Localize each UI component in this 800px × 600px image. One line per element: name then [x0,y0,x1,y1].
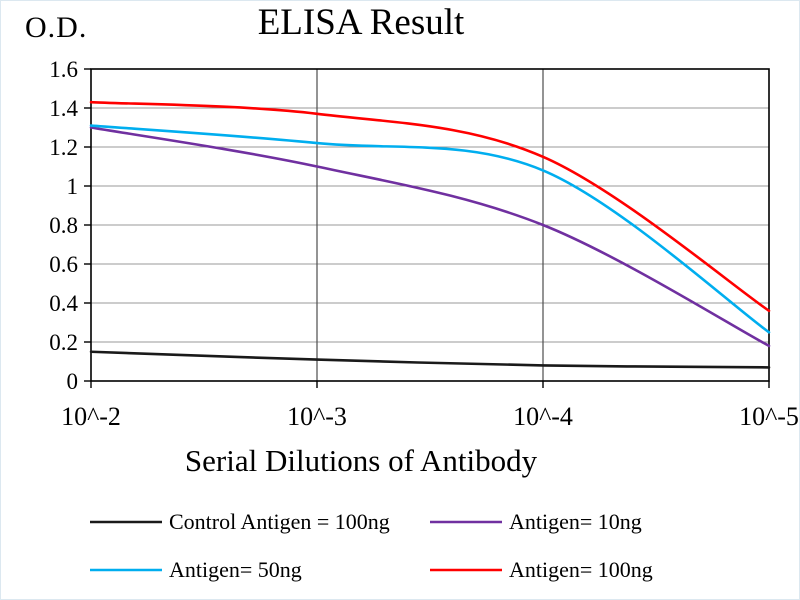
y-tick-label: 1.2 [49,135,78,160]
legend-line-swatch [430,520,502,524]
series-line-1 [89,126,771,348]
y-tick-label: 1 [67,174,79,199]
legend-line-swatch [430,568,502,572]
series-line-0 [89,350,771,369]
y-tick-label: 0.4 [49,291,78,316]
chart-legend: Control Antigen = 100ng Antigen= 10ng An… [89,509,779,583]
line-chart-plot: 0 0.2 0.4 0.6 0.8 1 1.2 1.4 1.6 10^-2 10^-3 10^-4 10… [49,57,799,431]
x-tick-label: 10^-5 [739,402,799,431]
legend-item-control-antigen: Control Antigen = 100ng [89,509,429,535]
x-tick-label: 10^-3 [287,402,347,431]
legend-label: Antigen= 10ng [509,509,642,534]
x-tick-label: 10^-4 [513,402,573,431]
y-tick-label: 0.6 [49,252,78,277]
legend-item-antigen-50ng: Antigen= 50ng [89,557,429,583]
legend-label: Control Antigen = 100ng [169,509,390,534]
y-tick-label: 0.8 [49,213,78,238]
y-tick-label: 1.4 [49,96,78,121]
legend-item-antigen-100ng: Antigen= 100ng [429,557,779,583]
x-axis-label: Serial Dilutions of Antibody [184,443,538,478]
chart-title: ELISA Result [257,2,465,43]
legend-line-swatch [90,520,162,524]
y-tick-label: 1.6 [49,57,78,82]
y-tick-label: 0 [67,369,79,394]
legend-line-swatch [90,568,162,572]
legend-label: Antigen= 100ng [509,557,653,582]
series-line-2 [89,124,771,334]
y-axis-label: O.D. [25,11,88,44]
legend-label: Antigen= 50ng [169,557,302,582]
x-tick-label: 10^-2 [61,402,121,431]
y-tick-label: 0.2 [49,330,78,355]
series-line-3 [89,100,771,313]
legend-item-antigen-10ng: Antigen= 10ng [429,509,779,535]
